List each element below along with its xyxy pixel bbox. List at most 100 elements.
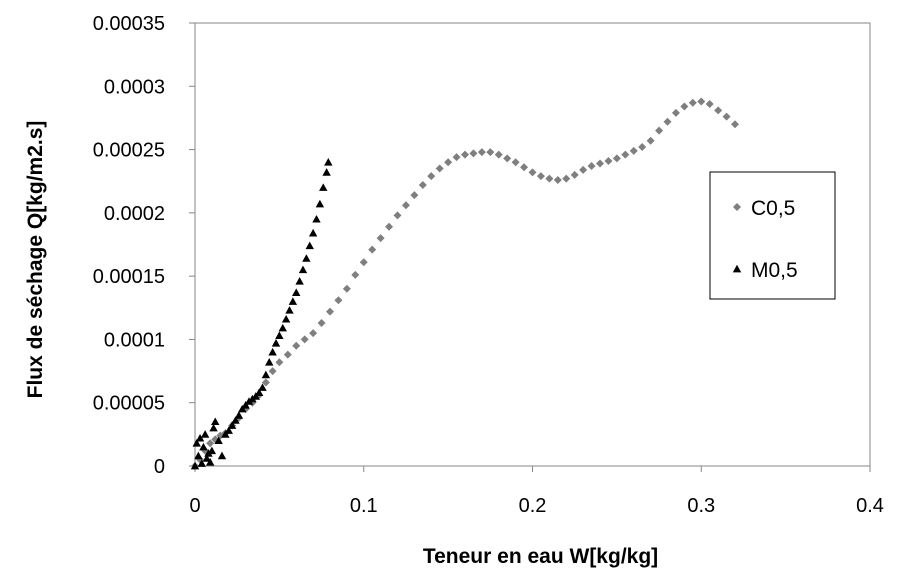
x-tick-label: 0.4 bbox=[856, 495, 884, 517]
data-point-diamond bbox=[427, 172, 436, 181]
data-point-triangle bbox=[221, 430, 230, 438]
y-tick-label: 0.0003 bbox=[104, 76, 165, 98]
data-point-diamond bbox=[629, 146, 638, 155]
x-tick-label: 0.1 bbox=[350, 495, 378, 517]
data-point-diamond bbox=[680, 102, 689, 111]
y-tick-label: 0.00015 bbox=[93, 266, 165, 288]
data-point-diamond bbox=[283, 350, 292, 359]
data-point-diamond bbox=[342, 284, 351, 293]
data-point-triangle bbox=[322, 168, 331, 176]
data-point-diamond bbox=[261, 378, 270, 387]
y-tick-label: 0.00025 bbox=[93, 140, 165, 162]
series-layer bbox=[190, 97, 739, 470]
data-point-diamond bbox=[469, 149, 478, 158]
data-point-diamond bbox=[528, 168, 537, 177]
data-point-diamond bbox=[579, 165, 588, 174]
data-point-triangle bbox=[205, 458, 215, 466]
data-point-diamond bbox=[435, 164, 444, 173]
data-point-diamond bbox=[511, 158, 520, 167]
data-point-triangle bbox=[258, 383, 267, 391]
data-point-diamond bbox=[714, 106, 723, 115]
legend-box bbox=[709, 171, 836, 300]
data-point-diamond bbox=[697, 97, 706, 106]
data-point-triangle bbox=[298, 265, 308, 274]
data-point-triangle bbox=[199, 442, 208, 451]
data-point-diamond bbox=[300, 335, 309, 344]
data-point-diamond bbox=[326, 307, 334, 316]
data-point-diamond bbox=[401, 201, 410, 210]
legend-marker bbox=[733, 203, 741, 211]
data-point-diamond bbox=[655, 126, 664, 135]
data-point-triangle bbox=[209, 423, 218, 432]
data-point-diamond bbox=[722, 112, 731, 121]
data-point-triangle bbox=[207, 446, 217, 455]
data-point-triangle bbox=[295, 277, 304, 285]
data-point-triangle bbox=[324, 158, 333, 166]
data-point-diamond bbox=[520, 163, 529, 172]
data-point-diamond bbox=[385, 222, 394, 231]
data-point-triangle bbox=[238, 404, 247, 413]
data-point-diamond bbox=[621, 150, 630, 159]
data-point-triangle bbox=[224, 426, 233, 434]
data-point-diamond bbox=[275, 358, 284, 367]
data-point-diamond bbox=[292, 341, 301, 350]
data-point-diamond bbox=[309, 329, 318, 338]
data-point-triangle bbox=[251, 392, 260, 400]
x-tick-label: 0.2 bbox=[519, 495, 547, 517]
data-point-diamond bbox=[393, 211, 402, 220]
data-point-diamond bbox=[368, 245, 377, 254]
data-point-diamond bbox=[587, 162, 596, 171]
y-tick-label: 0.00035 bbox=[93, 13, 165, 35]
data-point-triangle bbox=[275, 331, 284, 339]
data-point-diamond bbox=[477, 148, 486, 157]
data-point-diamond bbox=[612, 154, 621, 163]
data-point-diamond bbox=[536, 172, 545, 181]
data-point-triangle bbox=[234, 411, 244, 419]
y-tick-label: 0.00005 bbox=[93, 393, 165, 415]
data-point-triangle bbox=[227, 421, 237, 429]
data-point-triangle bbox=[211, 417, 220, 426]
data-point-diamond bbox=[604, 156, 613, 165]
y-tick-label: 0.0001 bbox=[104, 329, 165, 351]
data-point-diamond bbox=[562, 174, 571, 183]
data-point-triangle bbox=[200, 430, 210, 438]
data-point-triangle bbox=[315, 199, 325, 208]
data-point-diamond bbox=[503, 154, 512, 163]
data-point-diamond bbox=[317, 318, 326, 327]
series-c05 bbox=[191, 97, 739, 470]
data-point-triangle bbox=[265, 358, 274, 366]
legend-entry-label: M0,5 bbox=[751, 259, 798, 282]
data-point-triangle bbox=[231, 416, 240, 424]
legend: C0,5 M0,5 bbox=[709, 171, 836, 300]
data-point-diamond bbox=[359, 258, 368, 267]
data-point-diamond bbox=[418, 181, 427, 190]
data-point-triangle bbox=[241, 401, 250, 409]
data-point-diamond bbox=[671, 108, 680, 117]
data-point-diamond bbox=[410, 191, 419, 200]
data-point-diamond bbox=[376, 234, 385, 243]
y-axis-label: Flux de séchage Q[kg/m2.s] bbox=[24, 121, 47, 399]
data-point-diamond bbox=[351, 270, 360, 279]
data-point-triangle bbox=[268, 347, 277, 356]
x-tick-label: 0.3 bbox=[687, 495, 715, 517]
data-point-diamond bbox=[452, 153, 461, 162]
x-axis-ticks: 0 0.1 0.2 0.3 0.4 bbox=[189, 466, 884, 517]
data-point-triangle bbox=[292, 288, 301, 296]
data-point-diamond bbox=[663, 117, 672, 126]
data-point-diamond bbox=[596, 159, 604, 168]
data-point-triangle bbox=[278, 323, 287, 332]
data-point-triangle bbox=[288, 297, 298, 305]
data-point-triangle bbox=[194, 451, 203, 460]
data-point-triangle bbox=[271, 339, 281, 347]
x-axis-label: Teneur en eau W[kg/kg] bbox=[423, 545, 658, 568]
data-point-triangle bbox=[190, 461, 200, 470]
data-point-triangle bbox=[202, 454, 212, 462]
data-point-triangle bbox=[308, 228, 318, 237]
data-point-triangle bbox=[254, 388, 264, 396]
data-point-triangle bbox=[285, 306, 294, 314]
data-point-diamond bbox=[638, 143, 647, 152]
data-point-diamond bbox=[688, 98, 697, 107]
data-point-triangle bbox=[281, 314, 291, 323]
data-point-triangle bbox=[319, 183, 328, 191]
data-point-diamond bbox=[731, 120, 739, 129]
